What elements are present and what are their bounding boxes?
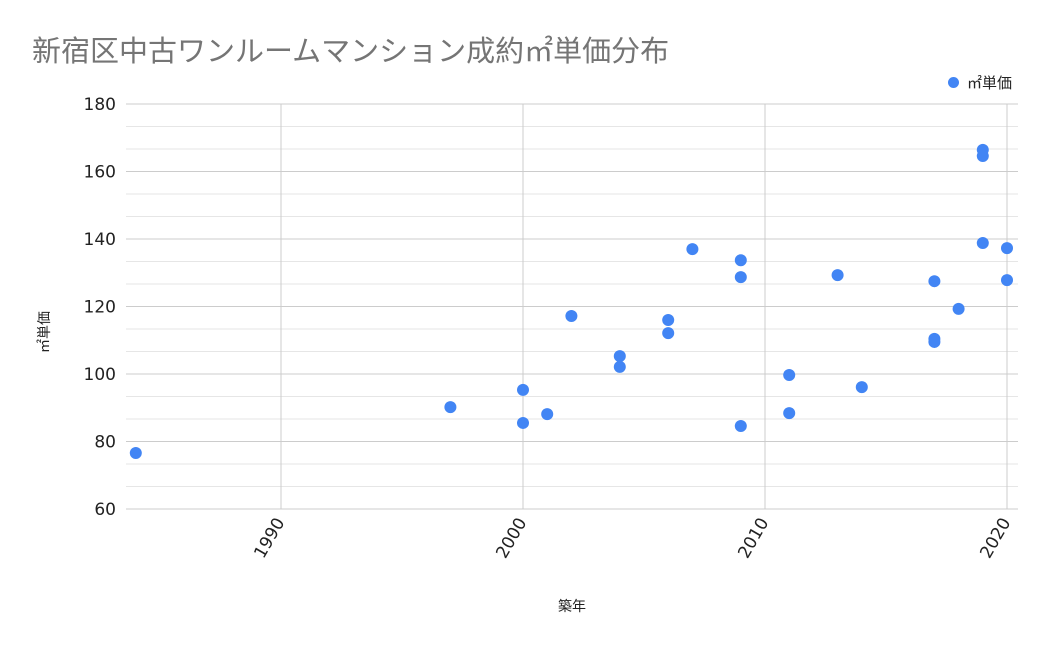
data-point[interactable] — [783, 369, 796, 382]
y-tick-label: 100 — [84, 365, 116, 385]
data-point[interactable] — [734, 419, 747, 432]
data-point[interactable] — [855, 381, 868, 394]
data-point[interactable] — [734, 254, 747, 267]
data-point[interactable] — [976, 237, 989, 250]
data-point[interactable] — [565, 309, 578, 322]
legend-marker-icon — [947, 77, 959, 88]
chart-title: 新宿区中古ワンルームマンション成約㎡単価分布 — [32, 34, 670, 68]
data-point[interactable] — [613, 360, 626, 373]
data-point[interactable] — [734, 271, 747, 284]
y-tick-label: 140 — [84, 230, 116, 250]
data-point[interactable] — [662, 314, 675, 326]
x-tick-label: 2010 — [734, 515, 773, 562]
data-point[interactable] — [831, 269, 844, 282]
data-point[interactable] — [1001, 274, 1013, 287]
data-point[interactable] — [952, 302, 965, 315]
y-tick-label: 160 — [84, 163, 116, 183]
legend-label: ㎡単価 — [966, 74, 1012, 92]
y-tick-label: 180 — [84, 95, 116, 115]
y-tick-label: 60 — [94, 500, 116, 520]
legend: ㎡単価 — [947, 72, 1012, 93]
data-point[interactable] — [976, 149, 989, 162]
x-axis-ticks: 1990 2000 2010 2020 — [250, 515, 1015, 562]
data-point[interactable] — [517, 416, 529, 429]
y-tick-label: 120 — [84, 298, 116, 318]
x-axis-title: 築年 — [558, 599, 586, 615]
data-point[interactable] — [517, 383, 529, 396]
x-tick-label: 1990 — [250, 515, 289, 562]
data-points — [129, 143, 1013, 459]
y-axis-ticks: 60 80 100 120 140 160 180 — [84, 95, 116, 520]
y-tick-label: 80 — [94, 433, 116, 453]
data-point[interactable] — [613, 350, 626, 363]
data-point[interactable] — [783, 407, 796, 420]
x-tick-label: 2020 — [976, 515, 1015, 562]
gridlines — [126, 103, 1018, 510]
data-point[interactable] — [662, 327, 675, 340]
data-point[interactable] — [541, 408, 554, 421]
data-point[interactable] — [686, 243, 699, 256]
data-point[interactable] — [928, 335, 941, 348]
data-point[interactable] — [1001, 242, 1013, 255]
data-point[interactable] — [928, 275, 941, 288]
x-tick-label: 2000 — [492, 515, 531, 562]
data-point[interactable] — [129, 446, 142, 459]
data-point[interactable] — [444, 401, 457, 414]
y-axis-title: ㎡単価 — [37, 311, 53, 353]
